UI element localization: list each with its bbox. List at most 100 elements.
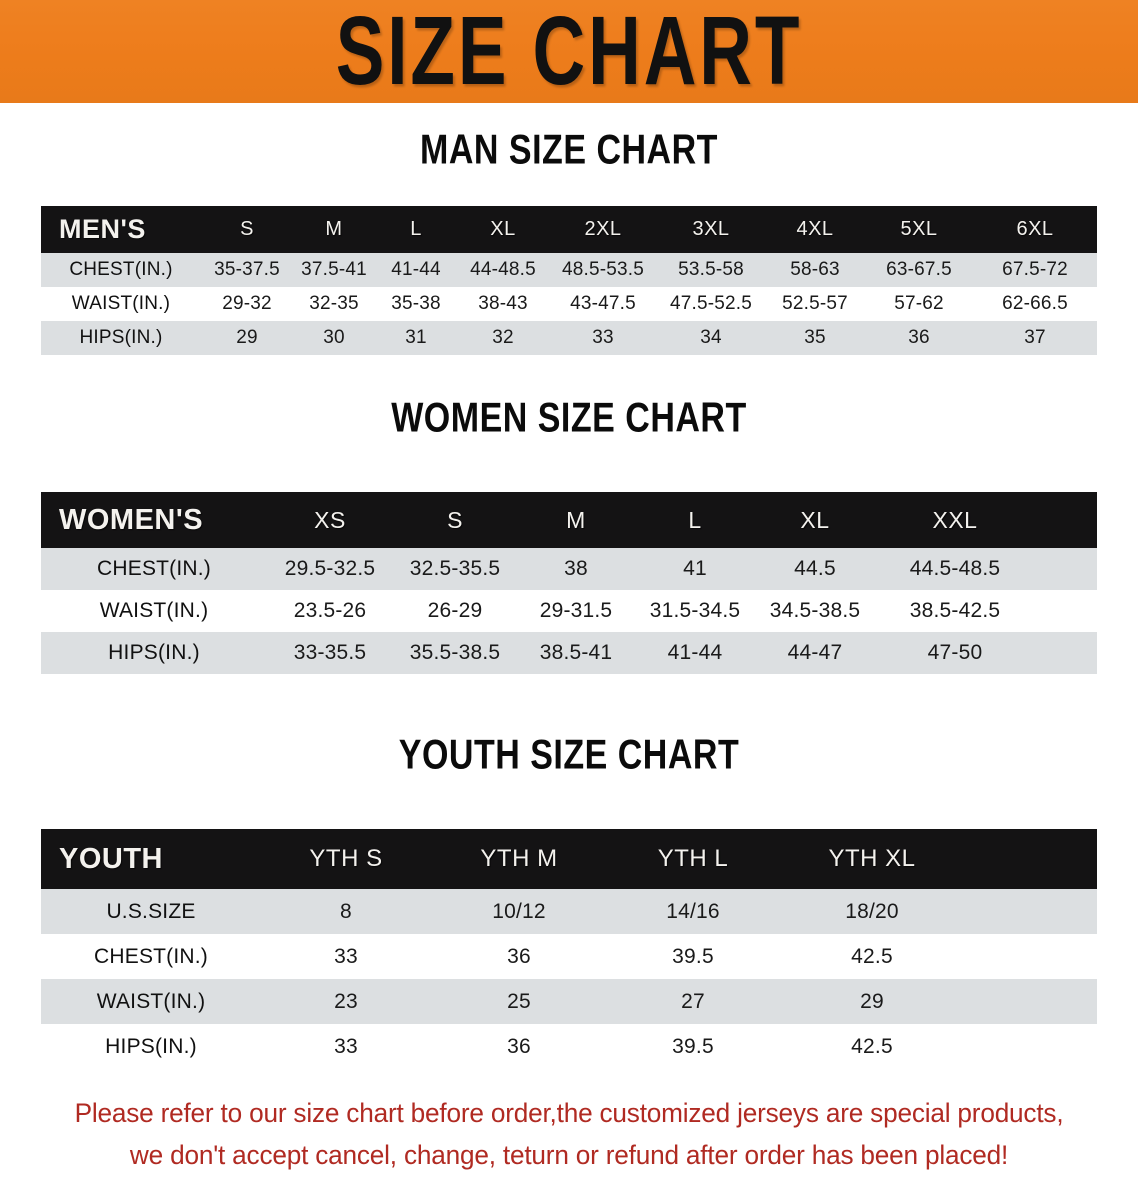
man-table-corner-label: MEN'S (59, 214, 146, 244)
table-row: HIPS(IN.) 33-35.5 35.5-38.5 38.5-41 41-4… (41, 632, 1097, 674)
youth-chest-m: 36 (507, 944, 531, 968)
youth-chest-spacer (965, 934, 1097, 979)
youth-row-label-chest: CHEST(IN.) (94, 944, 208, 968)
man-col-header-4xl: 4XL (796, 218, 834, 240)
women-row-label-chest: CHEST(IN.) (97, 557, 211, 580)
women-table-header-row: WOMEN'S XS S M L XL XXL (41, 492, 1097, 548)
women-hips-m: 38.5-41 (539, 641, 613, 664)
women-chest-xl: 44.5 (794, 557, 836, 580)
women-hips-s: 35.5-38.5 (409, 641, 501, 664)
women-chest-xxl: 44.5-48.5 (909, 557, 1001, 580)
man-waist-s: 29-32 (222, 293, 272, 314)
women-hips-spacer (1035, 632, 1097, 674)
women-waist-spacer (1035, 590, 1097, 632)
youth-waist-spacer (965, 979, 1097, 1024)
man-col-header-m: M (325, 218, 343, 240)
youth-ussize-l: 14/16 (666, 899, 720, 923)
man-col-header-l: L (410, 218, 422, 240)
disclaimer-line-1: Please refer to our size chart before or… (74, 1098, 1064, 1128)
man-chest-s: 35-37.5 (214, 259, 280, 280)
table-row: HIPS(IN.) 33 36 39.5 42.5 (41, 1024, 1097, 1069)
women-waist-xs: 23.5-26 (293, 599, 367, 622)
women-col-header-spacer (1035, 492, 1097, 548)
man-table-header-row: MEN'S S M L XL 2XL 3XL 4XL 5XL 6XL (41, 206, 1097, 253)
man-chest-2xl: 48.5-53.5 (561, 259, 645, 280)
table-row: CHEST(IN.) 35-37.5 37.5-41 41-44 44-48.5… (41, 253, 1097, 287)
youth-size-table: YOUTH YTH S YTH M YTH L YTH XL U.S.SIZE … (41, 829, 1097, 1069)
youth-col-header-yth-l: YTH L (657, 845, 729, 872)
women-chest-s: 32.5-35.5 (409, 557, 501, 580)
youth-col-header-yth-m: YTH M (480, 845, 558, 872)
man-col-header-xl: XL (490, 218, 516, 240)
women-table-body: CHEST(IN.) 29.5-32.5 32.5-35.5 38 41 44.… (41, 548, 1097, 674)
youth-table-body: U.S.SIZE 8 10/12 14/16 18/20 CHEST(IN.) … (41, 889, 1097, 1069)
women-col-header-m: M (566, 506, 586, 533)
man-row-label-chest: CHEST(IN.) (69, 259, 173, 280)
women-section-title: WOMEN SIZE CHART (391, 395, 747, 442)
women-hips-l: 41-44 (667, 641, 723, 664)
youth-size-table-wrapper: YOUTH YTH S YTH M YTH L YTH XL U.S.SIZE … (41, 829, 1097, 1069)
man-table-body: CHEST(IN.) 35-37.5 37.5-41 41-44 44-48.5… (41, 253, 1097, 355)
table-row: U.S.SIZE 8 10/12 14/16 18/20 (41, 889, 1097, 934)
youth-row-label-us-size: U.S.SIZE (106, 899, 196, 923)
man-hips-4xl: 35 (804, 327, 826, 348)
women-chest-spacer (1035, 548, 1097, 590)
youth-waist-s: 23 (334, 989, 358, 1013)
man-waist-5xl: 57-62 (894, 293, 944, 314)
youth-waist-m: 25 (507, 989, 531, 1013)
table-row: HIPS(IN.) 29 30 31 32 33 34 35 36 37 (41, 321, 1097, 355)
man-hips-5xl: 36 (908, 327, 930, 348)
man-hips-3xl: 34 (700, 327, 722, 348)
youth-hips-s: 33 (334, 1034, 358, 1058)
man-chest-3xl: 53.5-58 (678, 259, 744, 280)
man-chest-6xl: 67.5-72 (1002, 259, 1068, 280)
man-col-header-5xl: 5XL (900, 218, 938, 240)
man-table-head: MEN'S S M L XL 2XL 3XL 4XL 5XL 6XL (41, 206, 1097, 253)
women-waist-xl: 34.5-38.5 (769, 599, 861, 622)
women-hips-xxl: 47-50 (927, 641, 983, 664)
man-size-table: MEN'S S M L XL 2XL 3XL 4XL 5XL 6XL CHEST… (41, 206, 1097, 355)
disclaimer-line-2: we don't accept cancel, change, teturn o… (129, 1139, 1009, 1170)
table-row: WAIST(IN.) 29-32 32-35 35-38 38-43 43-47… (41, 287, 1097, 321)
youth-waist-xl: 29 (860, 989, 884, 1013)
youth-ussize-xl: 18/20 (845, 899, 899, 923)
women-size-table-wrapper: WOMEN'S XS S M L XL XXL CHEST(IN.) 29.5-… (41, 492, 1097, 674)
youth-hips-xl: 42.5 (851, 1034, 893, 1058)
women-row-label-hips: HIPS(IN.) (108, 641, 200, 664)
women-table-head: WOMEN'S XS S M L XL XXL (41, 492, 1097, 548)
youth-table-head: YOUTH YTH S YTH M YTH L YTH XL (41, 829, 1097, 889)
women-col-header-l: L (688, 506, 702, 533)
women-waist-l: 31.5-34.5 (649, 599, 741, 622)
youth-col-header-yth-xl: YTH XL (828, 845, 916, 872)
youth-table-corner-label: YOUTH (59, 842, 163, 875)
man-section-title: MAN SIZE CHART (420, 127, 718, 174)
man-waist-4xl: 52.5-57 (782, 293, 848, 314)
youth-hips-m: 36 (507, 1034, 531, 1058)
women-row-label-waist: WAIST(IN.) (99, 599, 209, 622)
women-table-corner-label: WOMEN'S (59, 503, 204, 536)
youth-row-label-waist: WAIST(IN.) (96, 989, 206, 1013)
women-hips-xs: 33-35.5 (293, 641, 367, 664)
man-chest-5xl: 63-67.5 (886, 259, 952, 280)
man-hips-s: 29 (236, 327, 258, 348)
man-col-header-2xl: 2XL (584, 218, 622, 240)
man-chest-m: 37.5-41 (301, 259, 367, 280)
man-waist-xl: 38-43 (478, 293, 528, 314)
women-hips-xl: 44-47 (787, 641, 843, 664)
man-col-header-s: S (240, 218, 254, 240)
youth-ussize-m: 10/12 (492, 899, 546, 923)
man-chest-4xl: 58-63 (790, 259, 840, 280)
youth-ussize-spacer (965, 889, 1097, 934)
youth-chest-s: 33 (334, 944, 358, 968)
man-col-header-3xl: 3XL (692, 218, 730, 240)
youth-row-label-hips: HIPS(IN.) (105, 1034, 197, 1058)
youth-waist-l: 27 (681, 989, 705, 1013)
man-waist-m: 32-35 (309, 293, 359, 314)
man-waist-l: 35-38 (391, 293, 441, 314)
youth-hips-l: 39.5 (672, 1034, 714, 1058)
man-hips-2xl: 33 (592, 327, 614, 348)
youth-section-title: YOUTH SIZE CHART (398, 732, 740, 779)
women-waist-xxl: 38.5-42.5 (909, 599, 1001, 622)
size-chart-disclaimer: Please refer to our size chart before or… (36, 1093, 1103, 1177)
man-waist-2xl: 43-47.5 (570, 293, 636, 314)
